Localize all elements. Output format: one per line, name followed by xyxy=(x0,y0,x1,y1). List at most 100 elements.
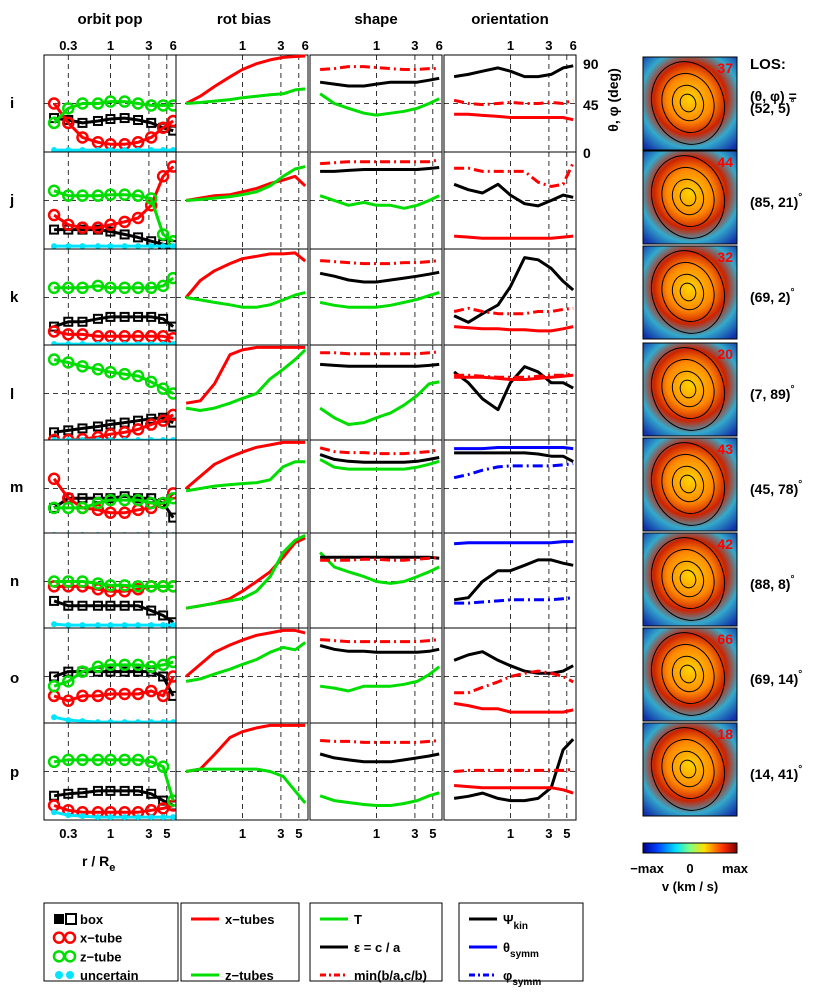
series-line--kin xyxy=(453,64,574,79)
contour-line xyxy=(671,84,705,122)
top-tick-label: 1 xyxy=(239,38,246,53)
velocity-map-n: 42 xyxy=(642,532,738,627)
uncertain-marker xyxy=(170,243,177,250)
bottom-tick-label: 5 xyxy=(163,826,170,841)
z-tube-marker xyxy=(104,658,117,672)
z-tube-marker xyxy=(62,356,75,369)
series-line-box xyxy=(54,228,174,247)
z-tube-marker xyxy=(47,575,61,588)
x-tube-marker xyxy=(62,328,75,341)
z-tube-marker xyxy=(144,580,158,593)
series-line-red-dash xyxy=(453,767,574,773)
series-line-uncertain xyxy=(53,715,174,724)
angle-tick-90: 90 xyxy=(583,56,599,72)
contour-line xyxy=(679,379,697,399)
degree-sign: ° xyxy=(790,384,794,395)
panel-shape-i xyxy=(309,54,443,153)
series-line-t xyxy=(319,92,440,117)
series-line-red-dash xyxy=(453,306,574,316)
bottom-tick-label: 5 xyxy=(563,826,570,841)
top-tick-label: 6 xyxy=(170,38,177,53)
x-tube-marker xyxy=(91,689,105,703)
z-tube-marker xyxy=(47,281,61,295)
uncertain-marker xyxy=(121,622,128,629)
panel-rot-bias-i xyxy=(175,54,309,153)
legend-label-sub: symm xyxy=(512,977,541,988)
uncertain-marker xyxy=(160,243,167,250)
box-marker xyxy=(63,788,74,799)
series-line-t xyxy=(319,291,440,309)
row-label-n: n xyxy=(10,573,19,590)
z-tube-marker xyxy=(91,189,105,202)
contour-line xyxy=(651,537,725,621)
panel-orientation-l xyxy=(443,344,577,443)
contour-line xyxy=(679,569,697,589)
box-marker xyxy=(146,311,157,322)
z-tube-marker xyxy=(131,580,145,593)
column-title-shape: shape xyxy=(354,11,397,28)
top-tick-label: 3 xyxy=(277,38,284,53)
box-marker xyxy=(119,229,130,240)
x-tube-marker xyxy=(47,325,61,338)
series-line-z-tube xyxy=(53,189,175,243)
legend-label: uncertain xyxy=(80,968,139,983)
series-line-z-tubes xyxy=(185,460,306,493)
bottom-tick-label: 3 xyxy=(545,826,552,841)
box-marker xyxy=(119,666,130,677)
z-tube-marker xyxy=(76,281,89,295)
row-label-j: j xyxy=(9,192,14,209)
legend-label: ε = c / a xyxy=(354,940,401,955)
contour-line xyxy=(651,61,725,145)
legend-marker-square xyxy=(54,914,64,924)
z-tube-marker xyxy=(118,188,131,201)
panel-shape-j xyxy=(309,151,443,250)
colorbar-mid-label: 0 xyxy=(686,861,693,876)
velocity-map-p: 18 xyxy=(642,722,738,817)
box-marker xyxy=(146,788,157,799)
uncertain-marker xyxy=(170,814,177,821)
z-tube-marker xyxy=(104,493,117,507)
z-tube-marker xyxy=(47,679,61,693)
column-title-orbit-pop: orbit pop xyxy=(78,11,143,28)
series-line--kin xyxy=(453,365,574,412)
z-tube-marker xyxy=(131,281,145,295)
z-tube-marker xyxy=(118,493,131,507)
panel-orientation-p xyxy=(443,722,577,821)
legend-marker-dot xyxy=(55,971,63,979)
uncertain-marker xyxy=(148,814,155,821)
box-marker xyxy=(133,600,144,611)
contour-line xyxy=(661,261,715,323)
z-tube-marker xyxy=(118,95,131,108)
box-marker xyxy=(49,224,60,235)
series-line-uncertain xyxy=(53,810,174,819)
z-tube-marker xyxy=(76,753,89,767)
panel-orbit-pop-j xyxy=(43,151,180,251)
series-line--symm xyxy=(454,446,574,451)
series-line-box xyxy=(53,416,174,434)
z-tube-marker xyxy=(131,189,145,202)
velocity-map-number: 37 xyxy=(717,60,733,76)
legends: box x−tube z−tube uncertain x−tubes z−tubes Tε… xyxy=(43,902,584,988)
series-line-z-tube xyxy=(53,358,174,395)
z-tube-marker xyxy=(47,501,61,515)
top-tick-label: 1 xyxy=(107,38,114,53)
velocity-map-l: 20 xyxy=(642,342,738,437)
contour-line xyxy=(671,465,705,503)
series-line-box xyxy=(53,494,175,519)
uncertain-marker xyxy=(148,622,155,629)
series-line-x-tubes xyxy=(184,251,307,299)
z-tube-marker xyxy=(47,116,61,130)
panel-rot-bias-m xyxy=(175,439,309,538)
panel-orbit-pop-k xyxy=(43,248,180,348)
series-line-red xyxy=(453,325,574,333)
z-tube-marker xyxy=(144,375,158,389)
x-tube-marker xyxy=(76,131,89,144)
z-tube-marker xyxy=(156,228,170,241)
panel-rot-bias-l xyxy=(175,344,309,443)
series-line-red xyxy=(453,234,574,240)
z-tube-marker xyxy=(131,369,145,383)
z-tube-marker xyxy=(47,184,61,198)
bottom-tick-label: 0.3 xyxy=(59,826,77,841)
series-line-x-tubes xyxy=(185,440,306,490)
x-tube-marker xyxy=(76,221,89,234)
